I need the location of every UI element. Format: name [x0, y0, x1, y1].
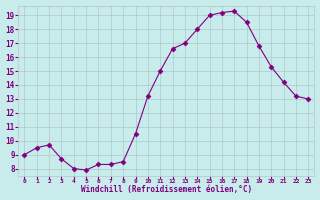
X-axis label: Windchill (Refroidissement éolien,°C): Windchill (Refroidissement éolien,°C): [81, 185, 252, 194]
